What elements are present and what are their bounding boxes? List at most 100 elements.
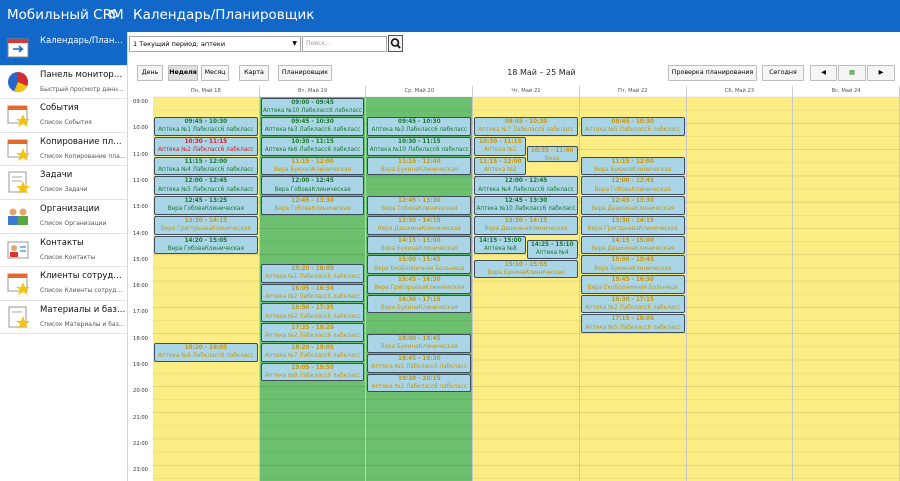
search-button[interactable] — [388, 35, 403, 52]
map-button[interactable]: Карта — [239, 65, 269, 81]
prev-button[interactable]: ◀ — [810, 65, 837, 81]
event-time: 09:45 - 10:30 — [291, 119, 334, 126]
calendar-event[interactable]: 11:15 - 12:00 Вера БукинаКлиническая — [367, 156, 472, 176]
sidebar-item-1[interactable]: Календарь/Планировщик — [0, 32, 127, 66]
calendar-event[interactable]: 10:30 - 11:15 Аптека №2 Лабкласс6 лабклас… — [154, 136, 258, 156]
calendar-event[interactable]: 15:00 - 15:45 Вера ЕкоБолничная Больница — [367, 255, 472, 275]
calendar-event[interactable]: 09:45 - 10:30 Аптека №3 Лабкласс6 лабклас… — [367, 117, 472, 136]
calendar-event[interactable]: 15:45 - 16:30 Вера ГригорьеваКлиническая — [367, 275, 472, 294]
day-header[interactable]: Вт, Май 19 — [260, 86, 367, 97]
calendar-event[interactable]: 09:45 - 10:30 Аптека №5 Лабкласс6 лабклас… — [580, 117, 685, 136]
calendar-event[interactable]: 12:00 - 12:45 Вера ГобоваКлиническая — [260, 176, 365, 196]
calendar-event[interactable]: 13:30 - 14:15 Вера ГригорьеваКлиническая — [580, 215, 685, 235]
calendar-event[interactable]: 15:20 - 16:05 Аптека №1 Лабкласс6 лабклас… — [260, 263, 365, 283]
sidebar-item-3[interactable]: События Список События — [0, 99, 127, 133]
calendar-event[interactable]: 16:50 - 17:35 Аптека №2 Лабкласс6 лабклас… — [260, 303, 365, 323]
calendar-event[interactable]: 10:30 - 11:15 Аптека №6 Лабкласс6 лабклас… — [260, 136, 365, 156]
calendar-event[interactable]: 19:30 - 20:15 Аптека №2 Лабкласс6 лабклас… — [367, 373, 472, 393]
event-title: Аптека №10 Лабкласс6 лабкласс — [369, 147, 469, 154]
sidebar-item-8[interactable]: Клиенты сотрудников Список Клиенты сотруд… — [0, 267, 127, 301]
calendar-event[interactable]: 14:15 - 15:00 Аптека №8 — [474, 235, 527, 255]
view-week-button[interactable]: Неделя — [168, 65, 198, 81]
day-header[interactable]: Ср, Май 20 — [366, 86, 474, 97]
calendar-event[interactable]: 18:20 - 19:05 Аптека №7 Лабкласс6 лабклас… — [260, 342, 365, 362]
event-time: 12:45 - 13:30 — [291, 198, 334, 205]
planner-button[interactable]: Планировщик — [278, 65, 332, 81]
calendar-event[interactable]: 17:35 - 18:20 Аптека №2 Лабкласс6 лабклас… — [260, 323, 365, 342]
calendar-event[interactable]: 17:15 - 18:00 Аптека №5 Лабкласс6 лабклас… — [580, 314, 685, 334]
calendar-event[interactable]: 12:45 - 13:30 Аптека №10 Лабкласс6 лабкла… — [474, 196, 578, 215]
calendar-event[interactable]: 12:45 - 13:30 Вера ДашкинаКлиническая — [580, 196, 685, 215]
day-header[interactable]: Чт, Май 21 — [473, 86, 580, 97]
calendar-event[interactable]: 12:45 - 13:30 Вера ГобоваКлиническая — [260, 196, 365, 215]
calendar-event[interactable]: 13:30 - 14:15 Вера ГригорьеваКлиническая — [154, 215, 258, 235]
calendar-event[interactable]: 10:55 - 11:40 Вера — [526, 145, 578, 163]
day-header[interactable]: Вс, Май 24 — [793, 86, 900, 97]
sidebar-item-4[interactable]: Копирование плановых событий Список Копир… — [0, 133, 127, 167]
check-planning-button[interactable]: Проверка планирования — [668, 65, 757, 81]
period-select[interactable]: 1 Текущий период: аптеки ▼ — [129, 36, 301, 52]
search-input[interactable]: Поиск... — [302, 36, 387, 52]
date-picker-button[interactable]: ▦ — [838, 65, 866, 81]
sidebar-item-label: События — [40, 103, 79, 114]
calendar-event[interactable]: 13:30 - 14:15 Вера ДашкинаКлиническая — [367, 215, 472, 235]
event-time: 13:30 - 14:15 — [504, 217, 548, 224]
calendar-event[interactable]: 15:00 - 15:45 Вера БукинаКлиническая — [580, 255, 685, 275]
sidebar-item-5[interactable]: Задачи Список Задачи — [0, 166, 127, 200]
sidebar-item-9[interactable]: Материалы и база знаний Список Материалы … — [0, 301, 127, 335]
event-time: 12:45 - 13:30 — [611, 198, 654, 205]
calendar-event[interactable]: 12:00 - 12:45 Аптека №4 Лабкласс6 лабклас… — [474, 176, 578, 196]
calendar-event[interactable]: 16:30 - 17:15 Вера БукинаКлиническая — [367, 294, 472, 314]
event-time: 15:00 - 15:45 — [398, 257, 441, 264]
calendar-event[interactable]: 16:30 - 17:15 Аптека №2 Лабкласс6 лабклас… — [580, 294, 685, 314]
day-column[interactable] — [686, 97, 794, 481]
calendar-event[interactable]: 16:05 - 16:50 Аптека №2 Лабкласс6 лабклас… — [260, 283, 365, 303]
calendar-event[interactable]: 14:15 - 15:00 Вера ДашкинаКлиническая — [580, 235, 685, 255]
calendar-event[interactable]: 12:00 - 12:45 Вера ГобоваКлиническая — [580, 176, 685, 196]
calendar-event[interactable]: 09:00 - 09:45 Аптека №10 Лабкласс6 лабкла… — [260, 97, 365, 117]
calendar-event[interactable]: 15:45 - 16:30 Вера ЕкоБолничная Больница — [580, 275, 685, 294]
sidebar-item-2[interactable]: Панель мониторинга Быстрый просмотр данны… — [0, 66, 127, 100]
calendar-event[interactable]: 15:10 - 15:55 Вера БукинаКлиническая — [474, 259, 578, 279]
calendar-event[interactable]: 18:45 - 19:30 Аптека №1 Лабкласс6 лабклас… — [367, 353, 472, 373]
calendar-event[interactable]: 14:25 - 15:10 Аптека №4 — [526, 240, 578, 259]
calendar-event[interactable]: 11:15 - 12:00 Аптека №4 Лабкласс6 лабклас… — [154, 156, 258, 176]
chevron-down-icon: ▼ — [292, 40, 297, 47]
calendar-event[interactable]: 18:00 - 18:45 Вера БукинаКлиническая — [367, 334, 472, 353]
app-title[interactable]: Мобильный CRM — [7, 7, 124, 23]
calendar-event[interactable]: 09:45 - 10:30 Аптека №1 Лабкласс6 лабклас… — [154, 117, 258, 136]
sidebar-item-7[interactable]: Контакты Список Контакты — [0, 234, 127, 268]
calendar-event[interactable]: 10:30 - 11:15 Аптека №1 — [474, 136, 527, 156]
calendar-event[interactable]: 11:15 - 12:00 Аптека №2 — [474, 156, 527, 176]
calendar-event[interactable]: 13:30 - 14:15 Вера ДашкинаКлиническая — [474, 215, 578, 235]
calendar-event[interactable]: 14:20 - 15:05 Вера ГобоваКлиническая — [154, 235, 258, 255]
day-header[interactable]: Пн, Май 18 — [153, 86, 260, 97]
calendar-event[interactable]: 11:15 - 12:00 Вера БукинаКлиническая — [580, 156, 685, 176]
calendar-event[interactable]: 09:45 - 10:30 Аптека №3 Лабкласс6 лабклас… — [260, 117, 365, 136]
calendar-event[interactable]: 12:45 - 13:30 Вера ГобоваКлиническая — [367, 196, 472, 215]
event-title: Аптека №2 — [483, 166, 517, 173]
sidebar-item-label: Контакты — [40, 237, 84, 248]
sidebar-item-sublabel: Быстрый просмотр данных — [40, 85, 126, 93]
refresh-icon[interactable]: ↻ — [108, 8, 119, 23]
calendar-event[interactable]: 18:20 - 19:05 Аптека №6 Лабкласс6 лабклас… — [154, 342, 258, 362]
today-button[interactable]: Сегодня — [762, 65, 804, 81]
view-month-button[interactable]: Месяц — [201, 65, 229, 81]
calendar-event[interactable]: 14:15 - 15:00 Вера БукинаКлиническая — [367, 235, 472, 255]
day-header[interactable]: Сб, Май 23 — [687, 86, 794, 97]
next-button[interactable]: ▶ — [867, 65, 895, 81]
calendar-event[interactable]: 10:30 - 11:15 Аптека №10 Лабкласс6 лабкла… — [367, 136, 472, 156]
event-title: Вера ГригорьеваКлиническая — [587, 226, 678, 233]
view-day-button[interactable]: День — [137, 65, 163, 81]
calendar-event[interactable]: 12:00 - 12:45 Аптека №5 Лабкласс6 лабклас… — [154, 176, 258, 196]
calendar-event[interactable]: 09:45 - 10:30 Аптека №7 Лабкласс6 лабклас… — [474, 117, 578, 136]
event-time: 12:45 - 13:30 — [504, 198, 548, 205]
sidebar-item-sublabel: Список Организации — [40, 220, 107, 227]
day-header[interactable]: Пт, Май 22 — [580, 86, 687, 97]
calendar-event[interactable]: 11:15 - 12:00 Вера БукинаКлиническая — [260, 156, 365, 176]
sidebar-item-6[interactable]: Организации Список Организации — [0, 200, 127, 234]
event-title: Аптека №5 Лабкласс6 лабкласс — [158, 186, 254, 193]
calendar-event[interactable]: 19:05 - 19:50 Аптека №8 Лабкласс6 лабклас… — [260, 362, 365, 382]
day-column[interactable] — [793, 97, 900, 481]
calendar-event[interactable]: 12:45 - 13:25 Вера ГобоваКлиническая — [154, 196, 258, 215]
